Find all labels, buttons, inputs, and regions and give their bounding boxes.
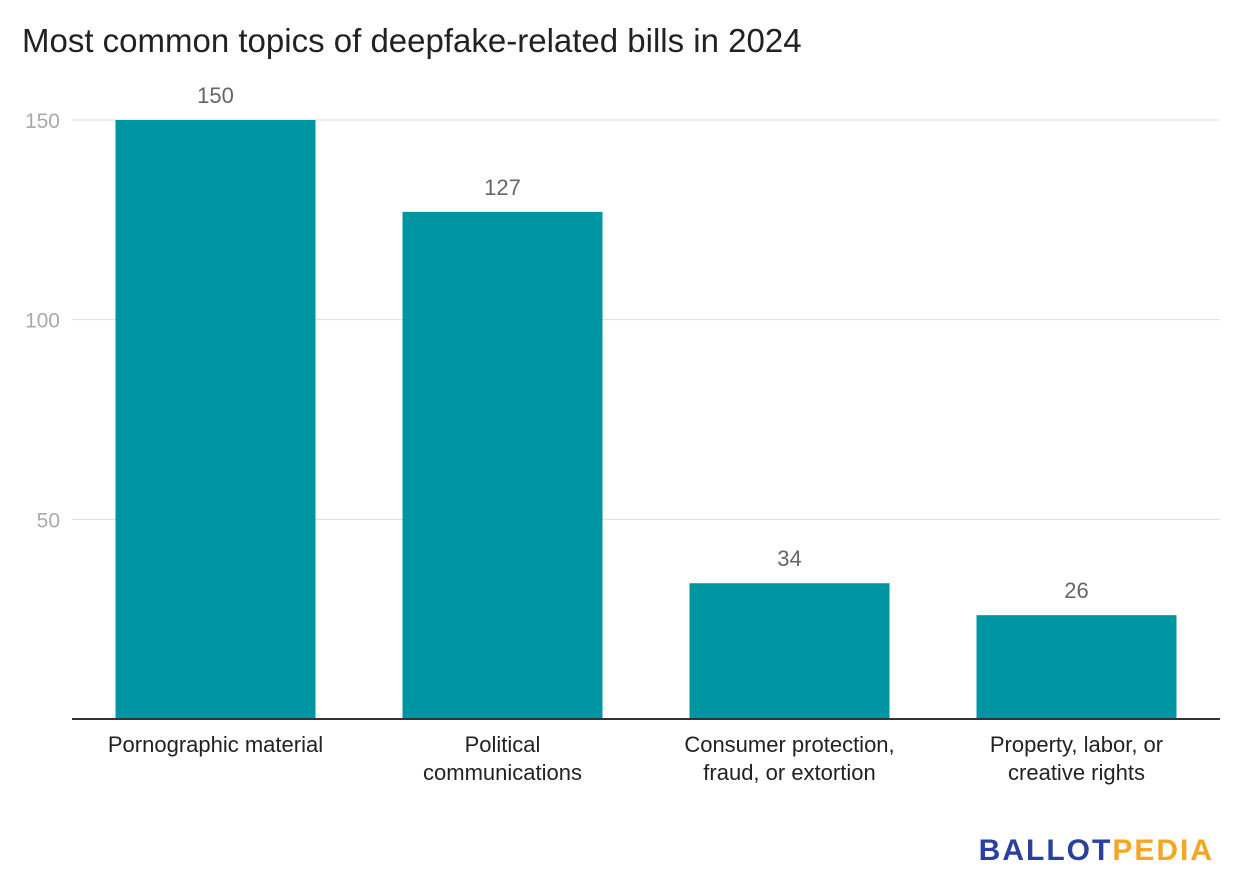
y-tick-label: 100 (25, 310, 60, 333)
bars (115, 120, 1177, 719)
data-label: 34 (777, 546, 801, 571)
x-tick-label-line: communications (423, 760, 582, 785)
x-tick-label-line: Political (465, 732, 541, 757)
x-tick-label-line: creative rights (1008, 760, 1145, 785)
y-tick-label: 150 (25, 110, 60, 133)
bar (689, 583, 890, 719)
data-label: 26 (1064, 578, 1088, 603)
ballotpedia-logo: BALLOTPEDIA (979, 834, 1214, 868)
x-axis-labels: Pornographic material Political communicat… (108, 732, 1163, 785)
bar (976, 615, 1177, 719)
y-tick-label: 50 (37, 509, 60, 532)
x-tick-label-line: fraud, or extortion (703, 760, 875, 785)
logo-part-ballot: BALLOT (978, 834, 1113, 867)
y-axis-ticks: 50 100 150 (25, 110, 60, 532)
x-tick-label: Political communications (423, 732, 582, 785)
data-label: 127 (484, 175, 521, 200)
x-tick-label-line: Property, labor, or (990, 732, 1163, 757)
x-tick-label-line: Consumer protection, (684, 732, 894, 757)
x-tick-label: Property, labor, or creative rights (990, 732, 1163, 785)
bar (402, 211, 603, 719)
x-tick-label-line: Pornographic material (108, 732, 323, 757)
data-labels: 150 127 34 26 (197, 83, 1089, 603)
chart-title: Most common topics of deepfake-related b… (22, 22, 802, 59)
logo-part-pedia: PEDIA (1112, 834, 1214, 867)
x-tick-label: Pornographic material (108, 732, 323, 757)
data-label: 150 (197, 83, 234, 108)
x-tick-label: Consumer protection, fraud, or extortion (684, 732, 894, 785)
bar (115, 120, 316, 719)
